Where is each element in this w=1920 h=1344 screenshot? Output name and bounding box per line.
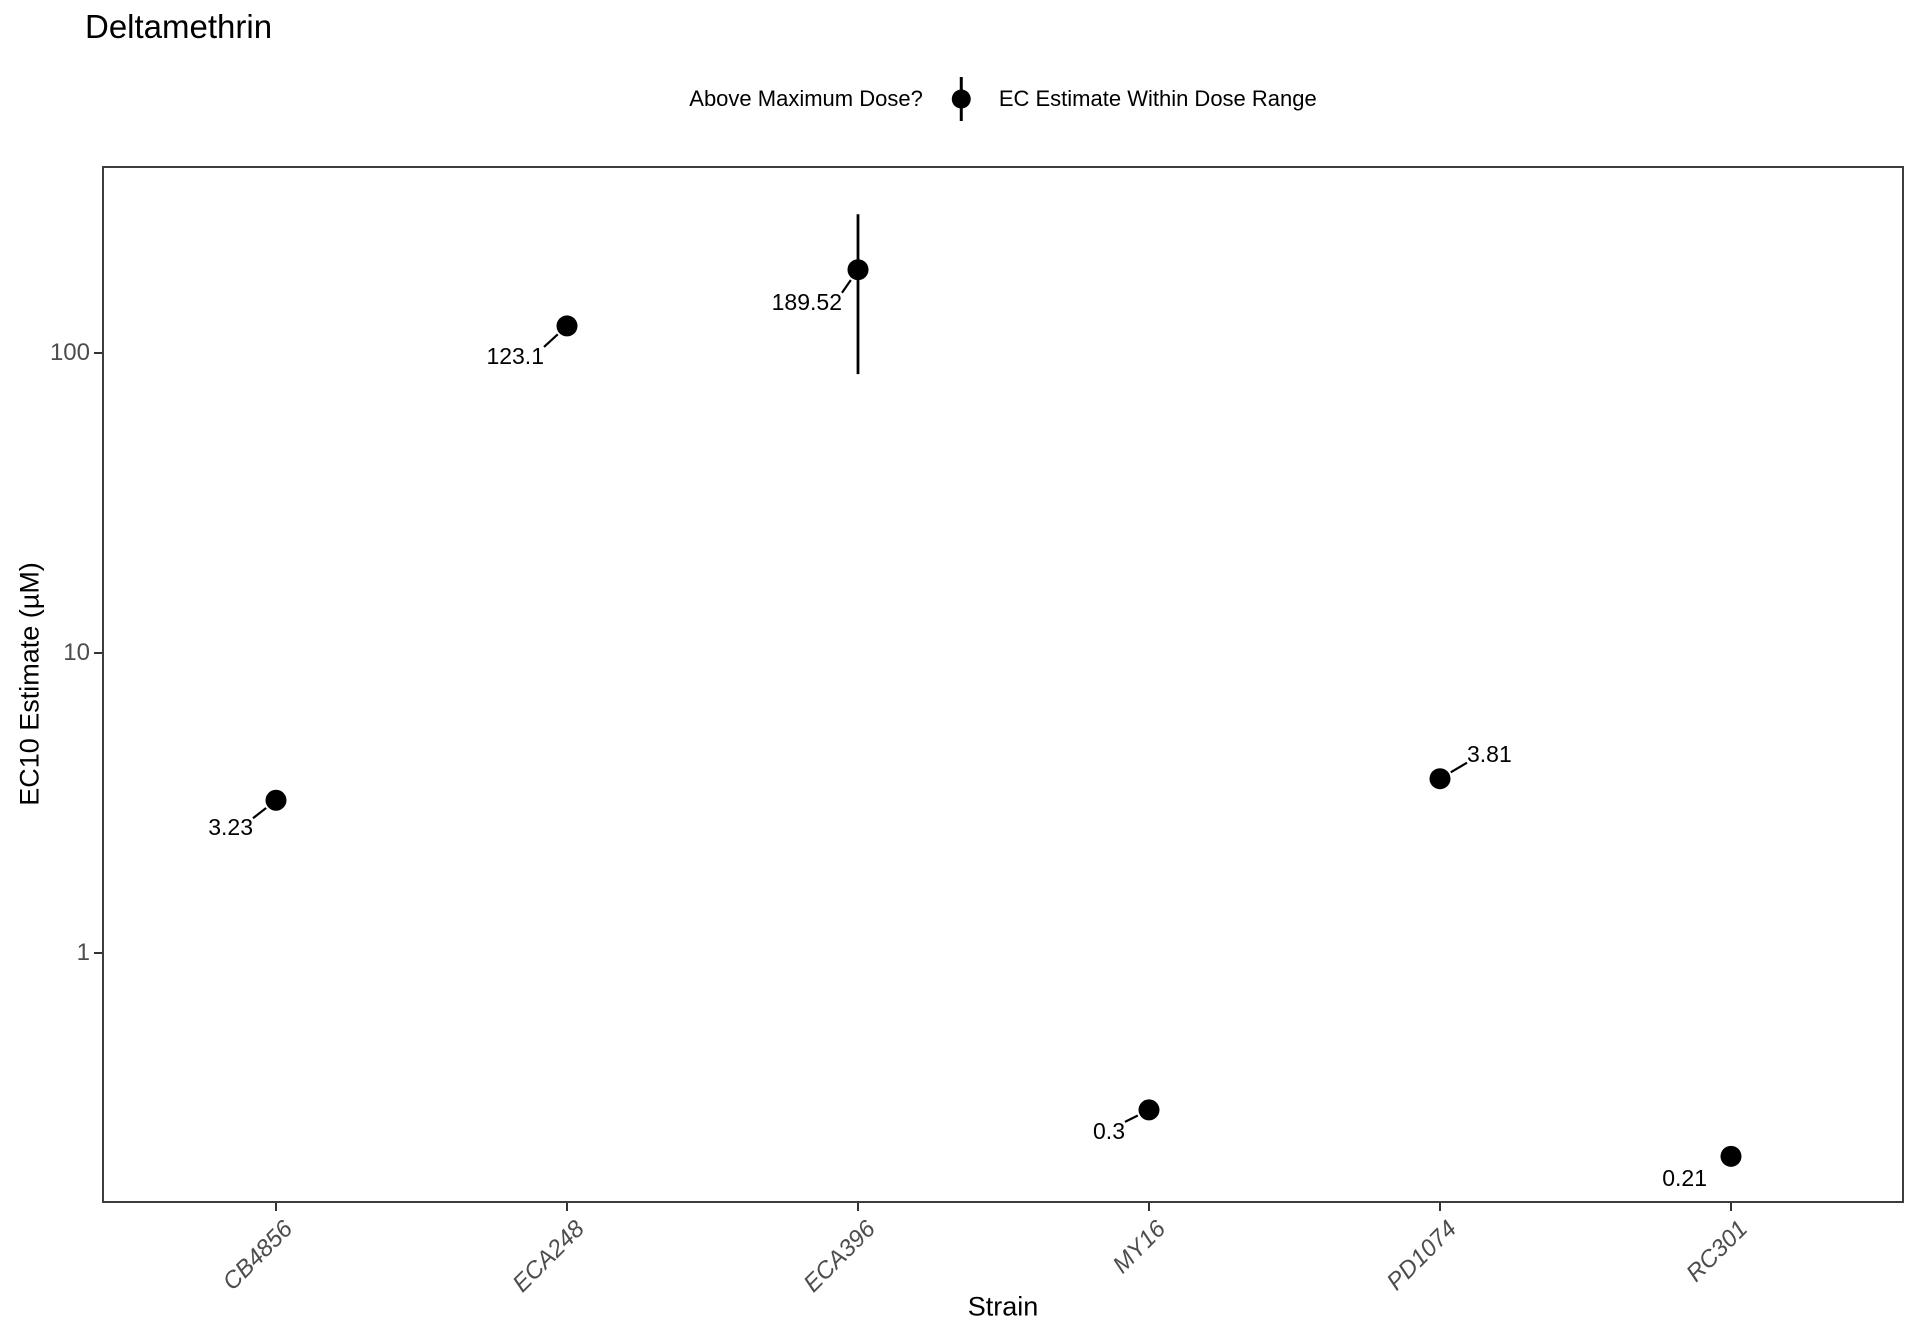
point-value-label-PD1074: 3.81: [1467, 740, 1512, 767]
x-tick-mark: [566, 1203, 568, 1211]
legend-key-dot: [951, 89, 971, 109]
plot-title: Deltamethrin: [85, 8, 273, 45]
y-tick-mark: [94, 652, 102, 654]
x-tick-mark: [857, 1203, 859, 1211]
point-value-label-CB4856: 3.23: [208, 814, 253, 841]
y-axis-title: EC10 Estimate (µM): [14, 562, 45, 806]
point-value-label-RC301: 0.21: [1662, 1165, 1707, 1192]
point-value-label-MY16: 0.3: [1093, 1117, 1125, 1144]
x-tick-mark: [1730, 1203, 1732, 1211]
data-point-CB4856[interactable]: [265, 789, 287, 811]
plot-panel: [102, 166, 1904, 1203]
x-tick-mark: [1148, 1203, 1150, 1211]
pointrange-icon: [949, 77, 973, 121]
y-tick-label: 1: [76, 939, 90, 966]
x-tick-label-ECA396: ECA396: [798, 1215, 881, 1298]
data-point-MY16[interactable]: [1138, 1099, 1160, 1121]
x-tick-label-PD1074: PD1074: [1381, 1215, 1463, 1296]
x-axis-title: Strain: [967, 1291, 1039, 1322]
x-tick-label-ECA248: ECA248: [507, 1215, 590, 1298]
y-tick-label: 100: [49, 339, 90, 366]
x-tick-mark: [1439, 1203, 1441, 1211]
y-tick-mark: [94, 952, 102, 954]
x-tick-label-RC301: RC301: [1681, 1215, 1754, 1288]
data-point-PD1074[interactable]: [1429, 768, 1451, 790]
data-point-ECA248[interactable]: [556, 315, 578, 337]
legend-title: Above Maximum Dose?: [689, 86, 923, 111]
x-tick-mark: [275, 1203, 277, 1211]
x-tick-label-MY16: MY16: [1107, 1215, 1172, 1279]
legend: Above Maximum Dose? EC Estimate Within D…: [689, 77, 1317, 121]
y-tick-label: 10: [63, 639, 90, 666]
point-value-label-ECA396: 189.52: [771, 288, 842, 315]
y-tick-mark: [94, 352, 102, 354]
point-value-label-ECA248: 123.1: [486, 342, 544, 369]
x-tick-label-CB4856: CB4856: [217, 1215, 299, 1296]
legend-item-label: EC Estimate Within Dose Range: [998, 86, 1317, 111]
data-point-RC301[interactable]: [1720, 1145, 1742, 1167]
data-point-ECA396[interactable]: [847, 259, 869, 281]
